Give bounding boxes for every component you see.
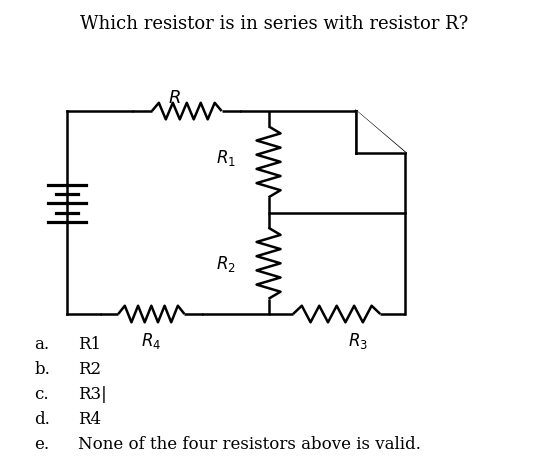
Text: $R_2$: $R_2$ bbox=[216, 254, 236, 274]
Text: b.: b. bbox=[34, 361, 50, 378]
Polygon shape bbox=[356, 112, 405, 153]
Text: R3|: R3| bbox=[78, 386, 106, 402]
Text: e.: e. bbox=[34, 435, 49, 452]
Text: None of the four resistors above is valid.: None of the four resistors above is vali… bbox=[78, 435, 421, 452]
Text: $R_3$: $R_3$ bbox=[349, 331, 368, 350]
Text: R4: R4 bbox=[78, 410, 101, 427]
Text: d.: d. bbox=[34, 410, 50, 427]
Text: c.: c. bbox=[34, 386, 49, 402]
Text: $R_1$: $R_1$ bbox=[216, 148, 236, 168]
Text: R1: R1 bbox=[78, 336, 101, 353]
Text: $R_4$: $R_4$ bbox=[141, 331, 162, 350]
Text: Which resistor is in series with resistor R?: Which resistor is in series with resisto… bbox=[80, 15, 468, 33]
Text: R2: R2 bbox=[78, 361, 101, 378]
Text: $R$: $R$ bbox=[168, 89, 181, 107]
Text: a.: a. bbox=[34, 336, 49, 353]
